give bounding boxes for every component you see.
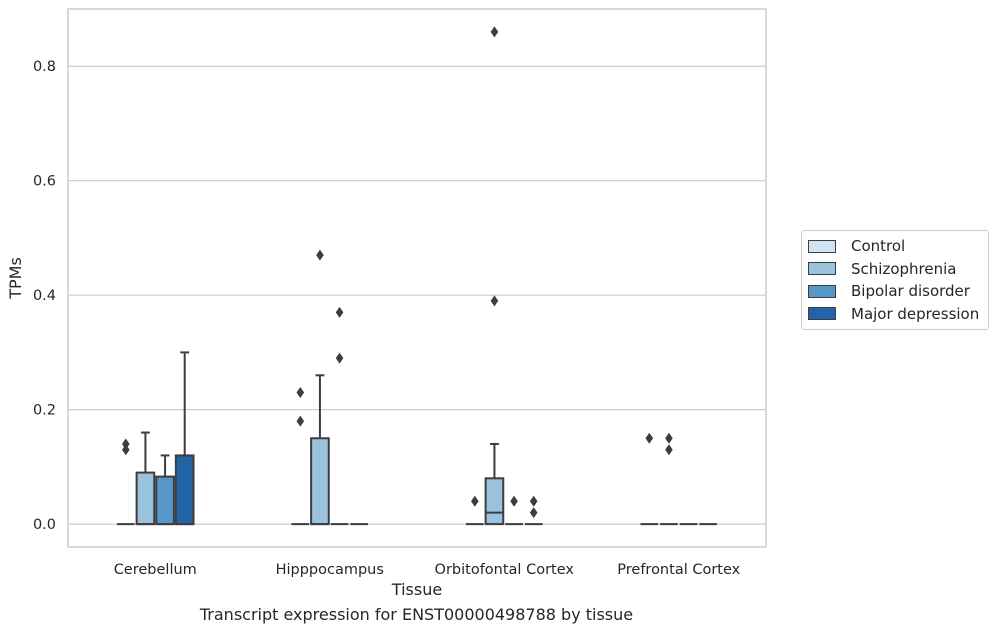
outlier-point	[122, 444, 130, 456]
legend-swatch-bipolar-disorder	[808, 284, 836, 298]
chart-caption: Transcript expression for ENST0000049878…	[199, 605, 634, 624]
legend-item-major-depression: Major depression	[802, 303, 988, 326]
legend-label-schizophrenia: Schizophrenia	[851, 259, 957, 278]
outlier-point	[529, 495, 538, 507]
outlier-point	[335, 306, 344, 318]
x-tick-label: Cerebellum	[114, 562, 197, 578]
legend-label-bipolar-disorder: Bipolar disorder	[851, 282, 970, 301]
outlier-point	[471, 495, 479, 507]
x-tick-label: Hipppocampus	[276, 562, 384, 578]
outlier-point	[529, 507, 538, 519]
y-axis-label: TPMs	[6, 257, 25, 300]
legend-label-major-depression: Major depression	[851, 304, 980, 323]
y-tick-label: 0.4	[33, 288, 56, 304]
outlier-point	[296, 386, 305, 398]
outlier-point	[510, 495, 518, 507]
legend-item-control: Control	[802, 235, 988, 258]
outlier-point	[645, 432, 654, 444]
legend-swatch-major-depression	[808, 307, 836, 321]
outlier-point	[665, 444, 673, 456]
outlier-point	[490, 26, 499, 38]
legend-item-bipolar-disorder: Bipolar disorder	[802, 280, 988, 303]
legend-swatch-schizophrenia	[808, 262, 836, 276]
outlier-point	[665, 432, 673, 444]
legend-swatch-control	[808, 239, 836, 253]
box	[174, 454, 195, 526]
box	[155, 475, 175, 526]
y-tick-label: 0.6	[33, 174, 56, 190]
legend-label-control: Control	[851, 237, 906, 256]
legend-item-schizophrenia: Schizophrenia	[802, 258, 988, 281]
legend: Control Schizophrenia Bipolar disorder M…	[801, 230, 989, 330]
outlier-point	[122, 438, 130, 450]
x-tick-label: Orbitofontal Cortex	[435, 562, 575, 578]
x-axis-label: Tissue	[391, 580, 442, 599]
box	[310, 437, 330, 526]
outlier-point	[316, 249, 324, 261]
box	[135, 471, 156, 526]
y-tick-label: 0.8	[33, 59, 56, 75]
outlier-point	[296, 415, 305, 427]
y-tick-label: 0.0	[33, 517, 56, 533]
plot-frame	[67, 8, 767, 548]
box	[484, 477, 505, 526]
outlier-point	[335, 352, 344, 364]
y-tick-label: 0.2	[33, 403, 56, 419]
x-tick-label: Prefrontal Cortex	[617, 562, 740, 578]
outlier-point	[490, 295, 499, 307]
